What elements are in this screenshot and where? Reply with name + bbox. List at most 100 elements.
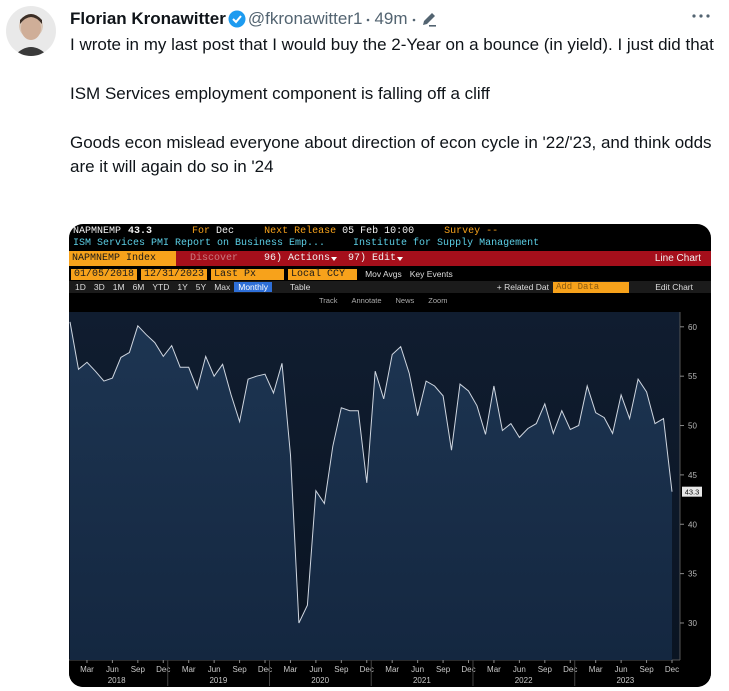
tweet-paragraph: ISM Services employment component is fal… bbox=[70, 84, 490, 103]
source: Institute for Supply Management bbox=[353, 237, 540, 249]
tweet-time[interactable]: 49m bbox=[374, 9, 408, 28]
chart-type: Line Chart bbox=[654, 253, 701, 264]
y-tick-label: 60 bbox=[688, 323, 697, 332]
line-chart: 30 35 40 45 50 55 60 Mar Jun Sep Dec Mar Jun Sep Dec Ma… bbox=[69, 308, 711, 687]
verified-badge bbox=[228, 10, 246, 28]
end-date[interactable]: 12/31/2023 bbox=[141, 268, 208, 280]
more-button[interactable] bbox=[690, 10, 712, 22]
range-button[interactable]: 1Y bbox=[177, 282, 188, 292]
last-value: 43.3 bbox=[128, 225, 153, 237]
related-data[interactable]: + Related Dat bbox=[496, 282, 549, 292]
start-date[interactable]: 01/05/2018 bbox=[71, 268, 138, 280]
field[interactable]: Last Px bbox=[211, 268, 285, 280]
x-tick-label: Sep bbox=[436, 665, 451, 674]
tweet-header: Florian Kronawitter @fkronawitter1 49m bbox=[70, 8, 438, 30]
year-label: 2022 bbox=[515, 676, 533, 685]
last-value-box bbox=[682, 486, 702, 497]
chart-tool[interactable]: Track bbox=[319, 295, 338, 305]
quote-row: NAPMNEMP 43.3 For Dec Next Release 05 Fe… bbox=[69, 225, 711, 237]
range-button[interactable]: 1M bbox=[112, 282, 125, 292]
x-tick-label: Mar bbox=[284, 665, 298, 674]
range-button[interactable]: 1D bbox=[75, 282, 86, 292]
y-tick-label: 35 bbox=[688, 570, 697, 579]
actions[interactable]: 96) Actions bbox=[264, 253, 331, 264]
avatar-face bbox=[14, 14, 48, 56]
range-button[interactable]: 5Y bbox=[195, 282, 207, 292]
x-tick-label: Dec bbox=[258, 665, 272, 674]
avatar[interactable] bbox=[6, 6, 56, 56]
last-value-label: 43.3 bbox=[685, 488, 700, 497]
tweet-paragraph: Goods econ mislead everyone about direct… bbox=[70, 133, 712, 176]
area bbox=[70, 321, 672, 660]
x-tick-label: Jun bbox=[309, 665, 322, 674]
x-tick-label: Jun bbox=[615, 665, 628, 674]
year-label: 2020 bbox=[311, 676, 329, 685]
security[interactable]: NAPMNEMP Index bbox=[69, 251, 177, 266]
x-tick-label: Jun bbox=[208, 665, 221, 674]
x-tick-label: Dec bbox=[360, 665, 374, 674]
x-tick-label: Mar bbox=[487, 665, 501, 674]
key-events[interactable]: Key Events bbox=[409, 269, 453, 279]
x-tick-label: Jun bbox=[106, 665, 119, 674]
separator-dot bbox=[412, 18, 415, 22]
ticker: NAPMNEMP bbox=[73, 225, 122, 237]
description: ISM Services PMI Report on Business Emp.… bbox=[73, 237, 326, 249]
line bbox=[69, 321, 673, 624]
x-tick-label: Sep bbox=[334, 665, 349, 674]
y-tick-label: 45 bbox=[688, 471, 697, 480]
x-tick-label: Sep bbox=[131, 665, 146, 674]
y-tick-label: 55 bbox=[688, 372, 697, 381]
survey: Survey -- bbox=[444, 225, 499, 237]
x-tick-label: Dec bbox=[665, 665, 679, 674]
chart-tool[interactable]: Zoom bbox=[428, 295, 448, 305]
range-button[interactable]: Max bbox=[214, 282, 231, 292]
separator-dot bbox=[367, 18, 370, 22]
tools-row: Track Annotate News Zoom bbox=[69, 294, 711, 306]
x-tick-label: Sep bbox=[538, 665, 553, 674]
terminal-screenshot[interactable]: NAPMNEMP 43.3 For Dec Next Release 05 Fe… bbox=[69, 224, 711, 687]
tweet-paragraph: I wrote in my last post that I would buy… bbox=[70, 35, 714, 54]
description-row: ISM Services PMI Report on Business Emp.… bbox=[69, 237, 711, 249]
year-label: 2019 bbox=[209, 676, 227, 685]
x-tick-label: Mar bbox=[589, 665, 603, 674]
mov-avgs[interactable]: Mov Avgs bbox=[365, 269, 402, 279]
y-tick-label: 30 bbox=[688, 619, 697, 628]
author-handle[interactable]: @fkronawitter1 bbox=[247, 9, 363, 28]
range-button[interactable]: YTD bbox=[152, 282, 170, 292]
x-tick-label: Mar bbox=[80, 665, 94, 674]
toolbar-row: NAPMNEMP Index Discover 96) Actions 97) … bbox=[69, 251, 711, 266]
year-label: 2023 bbox=[616, 676, 634, 685]
range-buttons: 1D 3D 1M 6M YTD 1Y 5Y Max bbox=[71, 282, 234, 292]
author-name[interactable]: Florian Kronawitter bbox=[70, 9, 226, 28]
x-tick-label: Jun bbox=[513, 665, 526, 674]
tweet-text: I wrote in my last post that I would buy… bbox=[70, 33, 718, 179]
x-tick-label: Sep bbox=[639, 665, 654, 674]
year-label: 2018 bbox=[108, 676, 126, 685]
y-tick-label: 40 bbox=[688, 520, 697, 529]
x-tick-label: Sep bbox=[232, 665, 247, 674]
x-tick-label: Mar bbox=[385, 665, 399, 674]
add-data[interactable]: Add Data bbox=[552, 281, 630, 293]
dropdown-arrow bbox=[331, 256, 338, 261]
chart-tool[interactable]: News bbox=[395, 295, 415, 305]
currency[interactable]: Local CCY bbox=[288, 268, 358, 280]
y-tick-label: 50 bbox=[688, 422, 697, 431]
chart-tool[interactable]: Annotate bbox=[351, 295, 382, 305]
edit-chart[interactable]: Edit Chart bbox=[655, 282, 693, 292]
dropdown-arrow bbox=[397, 256, 404, 261]
x-tick-label: Jun bbox=[411, 665, 424, 674]
for-label: For bbox=[192, 225, 211, 237]
edit[interactable]: 97) Edit bbox=[348, 253, 397, 264]
table[interactable]: Table bbox=[290, 282, 311, 292]
edited-icon[interactable] bbox=[420, 10, 438, 28]
x-tick-label: Mar bbox=[182, 665, 196, 674]
range-button[interactable]: 6M bbox=[132, 282, 145, 292]
range-button[interactable]: 3D bbox=[93, 282, 105, 292]
discover[interactable]: Discover bbox=[190, 253, 239, 264]
frequency[interactable]: Monthly bbox=[234, 282, 273, 292]
next-release: 05 Feb 10:00 bbox=[342, 225, 415, 237]
year-label: 2021 bbox=[413, 676, 431, 685]
settings-row: 01/05/2018 12/31/2023 Last Px Local CCY … bbox=[69, 268, 711, 280]
range-row: 1D 3D 1M 6M YTD 1Y 5Y Max Monthly Table + Relat… bbox=[69, 281, 711, 293]
